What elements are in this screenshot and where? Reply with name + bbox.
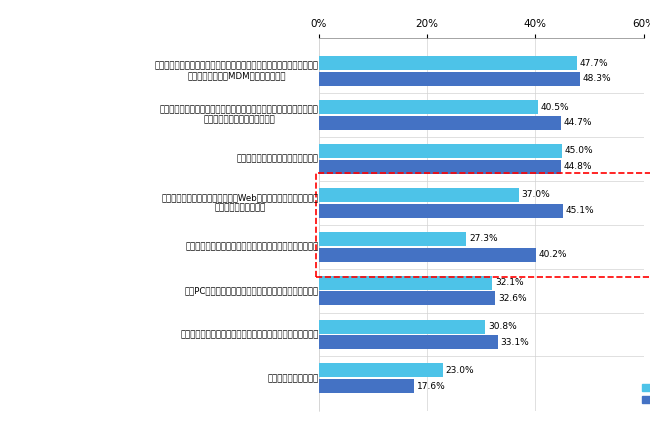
Bar: [318, 363, 443, 377]
Text: あてはまるものがない: あてはまるものがない: [267, 374, 318, 383]
Text: 30.8%: 30.8%: [488, 322, 517, 331]
Text: 37.0%: 37.0%: [521, 190, 551, 199]
Text: 在宅勤務、テレワーク用のセキュリティ規程の整備と教育: 在宅勤務、テレワーク用のセキュリティ規程の整備と教育: [185, 242, 318, 251]
Text: 40.5%: 40.5%: [541, 103, 569, 112]
Bar: [318, 379, 414, 393]
Bar: [318, 232, 467, 246]
Text: 法人向けのコミュニケーション（Web会議／チャット／メッセン
ジャー）ツールの利用: 法人向けのコミュニケーション（Web会議／チャット／メッセン ジャー）ツールの利…: [161, 193, 318, 212]
Bar: [318, 204, 563, 218]
Bar: [318, 188, 519, 202]
Bar: [318, 56, 577, 70]
Text: 44.7%: 44.7%: [564, 118, 592, 127]
Text: リモートデスクトップ／アプリケーション分離／メール分離など端末
にデータを残さない環境の整備: リモートデスクトップ／アプリケーション分離／メール分離など端末 にデータを残さな…: [160, 105, 318, 125]
Text: 23.0%: 23.0%: [446, 366, 474, 375]
Legend: 2020年1月調査（N=878）, 2020年7月調査（N=727）: 2020年1月調査（N=878）, 2020年7月調査（N=727）: [641, 382, 650, 407]
Bar: [318, 100, 538, 114]
Text: 32.1%: 32.1%: [495, 278, 524, 287]
Text: 47.7%: 47.7%: [580, 59, 608, 68]
Text: 48.3%: 48.3%: [583, 75, 612, 84]
Text: 45.0%: 45.0%: [565, 146, 593, 156]
Text: 17.6%: 17.6%: [417, 382, 445, 391]
Bar: [318, 335, 498, 349]
Text: 45.1%: 45.1%: [566, 206, 594, 215]
Text: 法人向けのクラウドサービスの利用: 法人向けのクラウドサービスの利用: [237, 154, 318, 163]
Bar: [318, 248, 536, 262]
Text: 40.2%: 40.2%: [539, 250, 567, 259]
Text: 自宅PC、私物デバイスの業務利用に関するルールの整備: 自宅PC、私物デバイスの業務利用に関するルールの整備: [185, 286, 318, 295]
Text: ソーシャルメディアの利用に関するポリシー・ルールの整備: ソーシャルメディアの利用に関するポリシー・ルールの整備: [180, 330, 318, 339]
Bar: [318, 160, 561, 174]
Text: 32.6%: 32.6%: [498, 294, 527, 303]
Bar: [318, 291, 495, 305]
Text: スマートデバイス向けのセキュリティ対策（リモートロック、アプリ／
機能の利用制限、MDMなどのツール）: スマートデバイス向けのセキュリティ対策（リモートロック、アプリ／ 機能の利用制限…: [155, 61, 318, 81]
Text: 33.1%: 33.1%: [500, 338, 529, 347]
Text: 27.3%: 27.3%: [469, 234, 498, 243]
Text: 44.8%: 44.8%: [564, 162, 592, 171]
Bar: [318, 116, 560, 130]
Bar: [318, 320, 486, 334]
Bar: [318, 276, 493, 290]
Bar: [318, 144, 562, 158]
Bar: [318, 72, 580, 86]
